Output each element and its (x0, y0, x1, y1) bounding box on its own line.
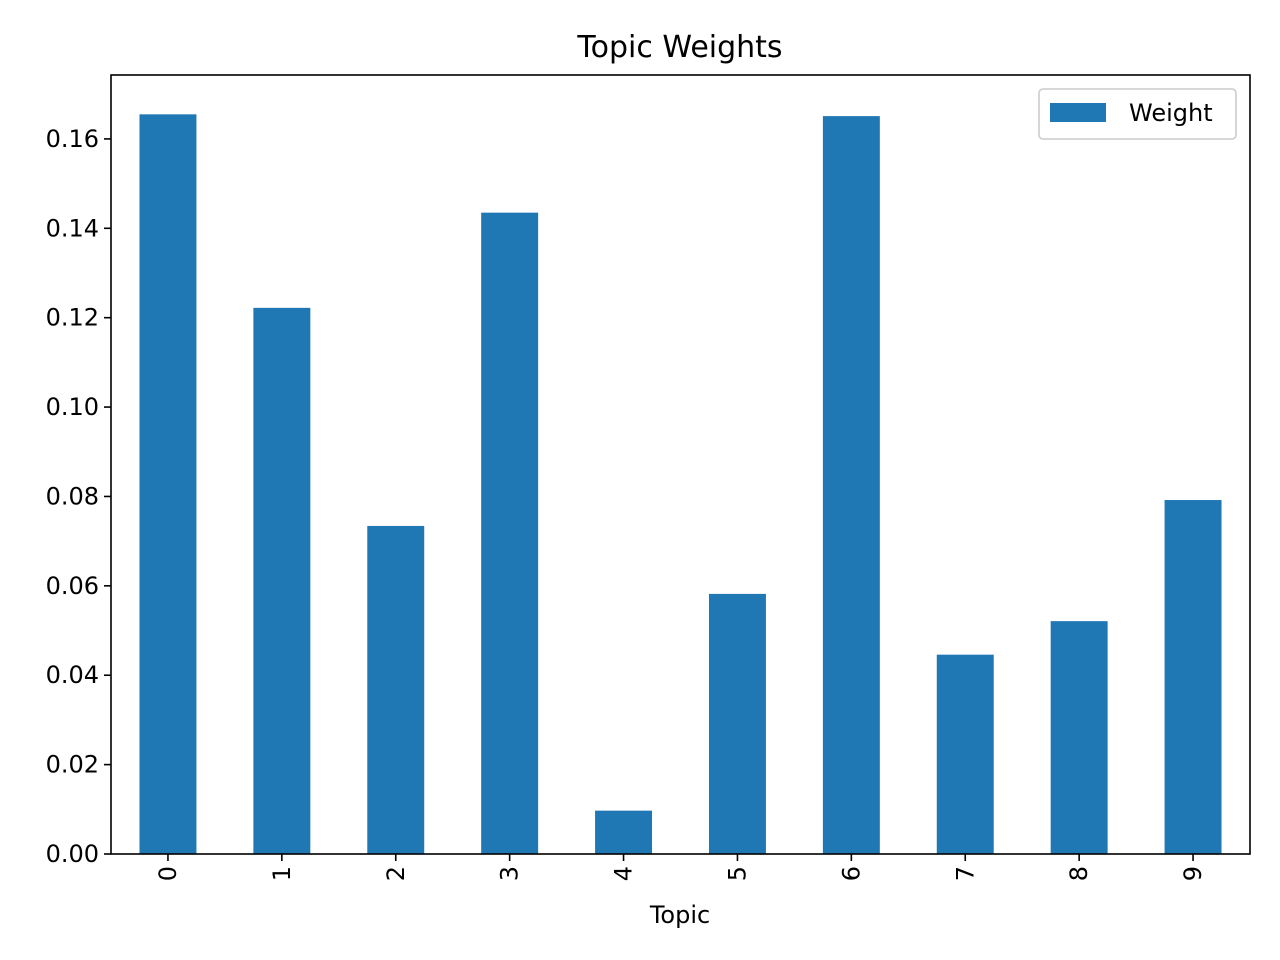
legend: Weight (1038, 88, 1237, 140)
bar-topic-1 (253, 307, 311, 854)
bar-topic-9 (1164, 500, 1222, 854)
y-tick-label: 0.02 (46, 751, 99, 779)
y-tick-label: 0.04 (46, 661, 99, 689)
y-tick-label: 0.16 (46, 125, 99, 153)
bars-group (139, 114, 1222, 855)
y-tick-label: 0.06 (46, 572, 99, 600)
bar-topic-4 (595, 810, 653, 854)
y-tick-label: 0.10 (46, 393, 99, 421)
plot-frame (110, 74, 1251, 855)
x-tick-label: 5 (723, 866, 751, 881)
y-tick-label: 0.00 (46, 840, 99, 868)
bar-topic-5 (708, 593, 766, 854)
bar-topic-6 (822, 116, 880, 854)
chart-title: Topic Weights (576, 30, 782, 65)
legend-swatch (1050, 103, 1106, 122)
x-tick-label: 4 (610, 866, 638, 881)
bar-topic-7 (936, 654, 994, 854)
x-tick-label: 2 (382, 866, 410, 881)
x-tick-label: 9 (1179, 866, 1207, 881)
x-tick-label: 1 (268, 866, 296, 881)
y-tick-label: 0.14 (46, 214, 99, 242)
x-axis: 0 1 2 3 4 5 6 7 8 9 (154, 854, 1207, 881)
y-axis: 0.00 0.02 0.04 0.06 0.08 0.10 0.12 0.14 0.16 (46, 125, 111, 868)
bar-topic-0 (139, 114, 197, 854)
y-tick-label: 0.12 (46, 304, 99, 332)
y-tick-label: 0.08 (46, 482, 99, 510)
x-tick-label: 3 (496, 866, 524, 881)
bar-topic-8 (1050, 621, 1108, 854)
legend-label: Weight (1129, 99, 1213, 127)
bar-topic-3 (481, 212, 539, 855)
legend-box (1038, 88, 1237, 140)
x-tick-label: 6 (837, 866, 865, 881)
x-axis-label: Topic (649, 901, 710, 929)
bar-topic-2 (367, 525, 425, 854)
x-tick-label: 7 (951, 866, 979, 881)
x-tick-label: 0 (154, 866, 182, 881)
x-tick-label: 8 (1065, 866, 1093, 881)
